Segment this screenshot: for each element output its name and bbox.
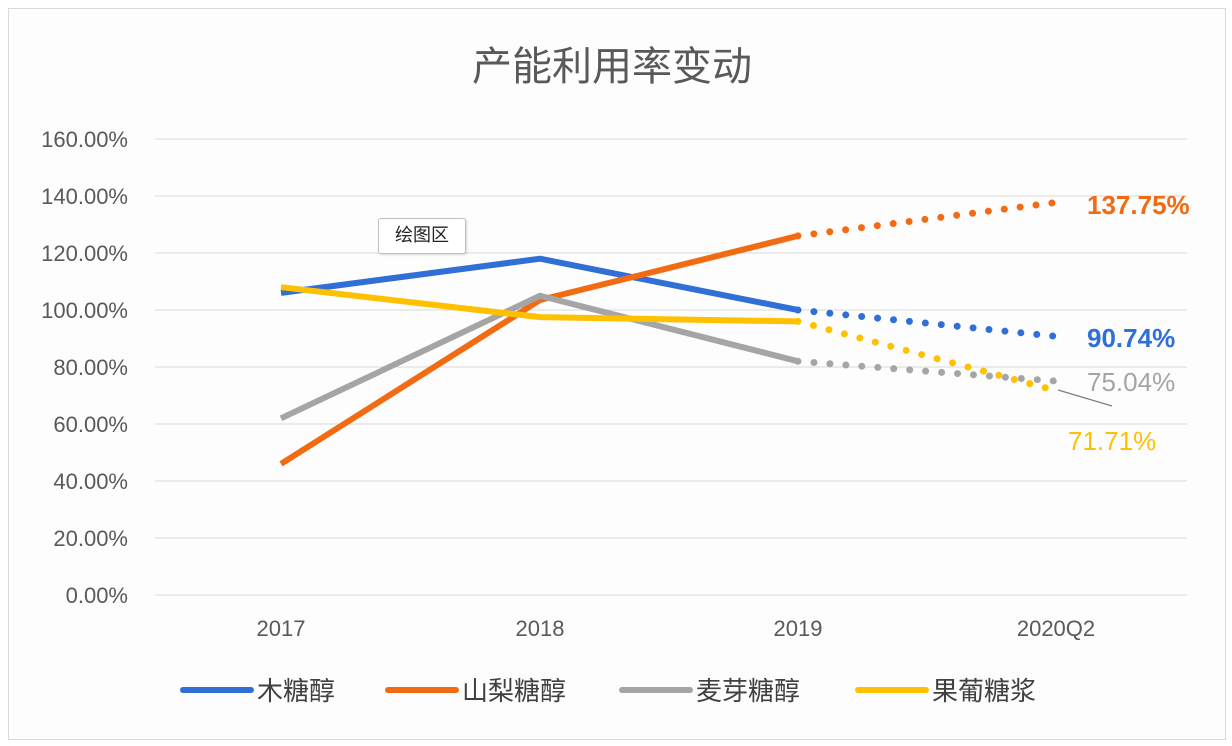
- plot-area-tooltip: 绘图区: [378, 218, 466, 254]
- series-line-2: [279, 232, 799, 467]
- y-tick-label: 100.00%: [41, 298, 128, 323]
- series-line-3: [279, 292, 799, 422]
- y-tick-label: 20.00%: [53, 526, 128, 551]
- x-tick-label: 2020Q2: [1017, 616, 1095, 641]
- x-tick-label: 2018: [516, 616, 565, 641]
- series-projection-1: [794, 306, 1060, 340]
- data-label: 75.04%: [1087, 367, 1175, 397]
- series-projection-3: [794, 357, 1060, 385]
- y-tick-label: 140.00%: [41, 184, 128, 209]
- y-tick-label: 40.00%: [53, 469, 128, 494]
- chart-title: 产能利用率变动: [472, 45, 752, 89]
- data-label: 90.74%: [1087, 323, 1175, 353]
- y-tick-label: 120.00%: [41, 241, 128, 266]
- chart-frame: [8, 8, 1226, 740]
- series-projection-4: [794, 317, 1060, 395]
- data-label: 71.71%: [1068, 426, 1156, 456]
- y-tick-label: 160.00%: [41, 127, 128, 152]
- x-tick-label: 2019: [774, 616, 823, 641]
- legend-label: 木糖醇: [257, 676, 335, 706]
- legend-label: 果葡糖浆: [932, 676, 1036, 706]
- legend-label: 麦芽糖醇: [696, 676, 800, 706]
- y-tick-label: 60.00%: [53, 412, 128, 437]
- data-label: 137.75%: [1087, 190, 1190, 220]
- series-line-1: [280, 255, 799, 313]
- legend-label: 山梨糖醇: [462, 676, 566, 706]
- x-tick-label: 2017: [257, 616, 306, 641]
- y-tick-label: 80.00%: [53, 355, 128, 380]
- label-leader-line: [1057, 389, 1113, 407]
- series-projection-2: [794, 198, 1060, 240]
- y-tick-label: 0.00%: [66, 583, 128, 608]
- series-line-4: [280, 284, 799, 325]
